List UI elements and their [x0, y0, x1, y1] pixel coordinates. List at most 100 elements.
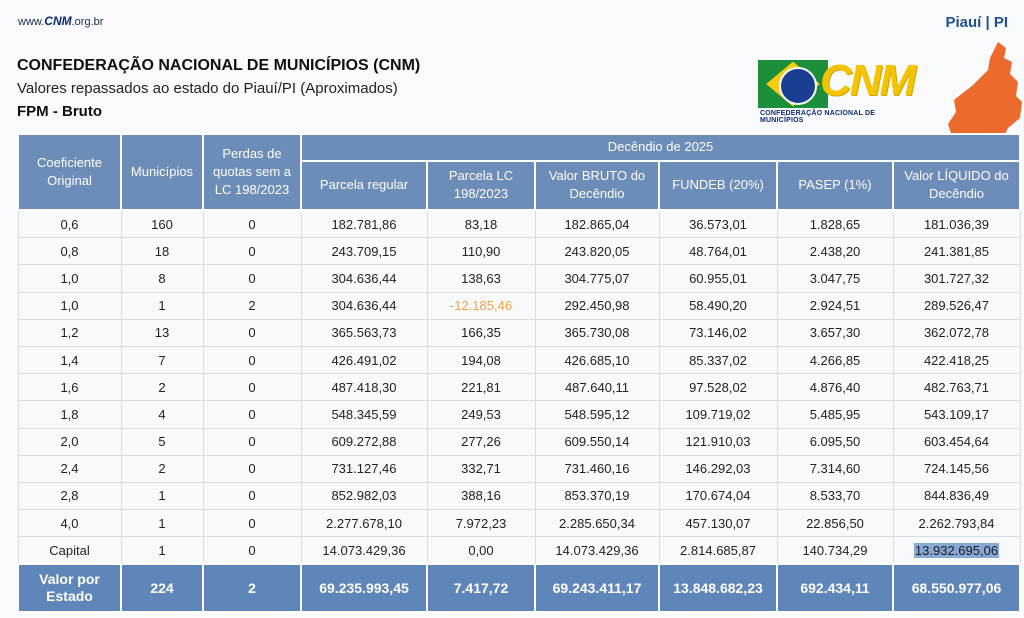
cell-parcela-lc: 277,26 — [426, 427, 536, 456]
cell-parcela-regular: 243.709,15 — [300, 237, 428, 266]
cell-coeficiente: 2,4 — [17, 454, 122, 483]
table-row: 0,8 18 0 243.709,15 110,90 243.820,05 48.764,0… — [17, 237, 1021, 266]
cell-municipios: 1 — [120, 536, 204, 565]
cell-fundeb: 85.337,02 — [658, 345, 778, 375]
cell-coeficiente: 1,2 — [17, 318, 122, 347]
piaui-state-map-icon — [948, 42, 1022, 152]
cell-valor-bruto: 731.460,16 — [534, 454, 660, 483]
cell-perdas: 0 — [202, 209, 302, 239]
cell-fundeb: 97.528,02 — [658, 373, 778, 402]
col-header-pasep: PASEP (1%) — [776, 159, 894, 212]
table-row: 1,4 7 0 426.491,02 194,08 426.685,10 85.337,02… — [17, 345, 1021, 375]
cell-pasep: 1.828,65 — [776, 209, 894, 239]
total-perdas: 2 — [202, 563, 302, 614]
total-parcela-lc: 7.417,72 — [426, 563, 536, 614]
site-url: www.CNM.org.br — [18, 14, 104, 28]
cell-valor-bruto: 14.073.429,36 — [534, 536, 660, 565]
cell-pasep: 5.485,95 — [776, 400, 894, 429]
col-header-valor-bruto: Valor BRUTO do Decêndio — [534, 159, 660, 212]
page-subtitle: Valores repassados ao estado do Piauí/PI… — [17, 80, 398, 97]
cell-coeficiente: 2,8 — [17, 481, 122, 511]
cell-municipios: 4 — [120, 400, 204, 429]
cell-fundeb: 73.146,02 — [658, 318, 778, 347]
cell-parcela-regular: 304.636,44 — [300, 264, 428, 293]
cell-parcela-lc: 83,18 — [426, 209, 536, 239]
cell-valor-liquido: 362.072,78 — [892, 318, 1021, 347]
col-header-parcela-regular: Parcela regular — [300, 159, 428, 212]
cell-valor-liquido: 301.727,32 — [892, 264, 1021, 293]
cell-municipios: 1 — [120, 291, 204, 320]
highlighted-value: 13.932.695,06 — [913, 542, 1000, 558]
cell-valor-liquido: 13.932.695,06 — [892, 536, 1021, 565]
cell-municipios: 2 — [120, 373, 204, 402]
cell-coeficiente: 0,8 — [17, 237, 122, 266]
cell-parcela-regular: 365.563,73 — [300, 318, 428, 347]
state-tag: Piauí | PI — [945, 14, 1008, 31]
cell-valor-liquido: 422.418,25 — [892, 345, 1021, 375]
cell-pasep: 2.438,20 — [776, 237, 894, 266]
cell-perdas: 0 — [202, 264, 302, 293]
cell-perdas: 0 — [202, 427, 302, 456]
col-group-decendio: Decêndio de 2025 — [300, 133, 1021, 162]
cell-parcela-lc: 221,81 — [426, 373, 536, 402]
cell-pasep: 7.314,60 — [776, 454, 894, 483]
table-row: 1,0 1 2 304.636,44 -12.185,46 292.450,98 58.49… — [17, 291, 1021, 320]
cell-coeficiente: 1,4 — [17, 345, 122, 375]
col-header-coeficiente: Coeficiente Original — [17, 133, 122, 211]
cell-fundeb: 457.130,07 — [658, 509, 778, 538]
cell-fundeb: 60.955,01 — [658, 264, 778, 293]
cell-valor-bruto: 304.775,07 — [534, 264, 660, 293]
cell-valor-bruto: 853.370,19 — [534, 481, 660, 511]
cell-parcela-lc: 0,00 — [426, 536, 536, 565]
total-municipios: 224 — [120, 563, 204, 614]
cell-municipios: 8 — [120, 264, 204, 293]
total-valor-liquido: 68.550.977,06 — [892, 563, 1021, 614]
cell-parcela-lc: 332,71 — [426, 454, 536, 483]
cell-valor-bruto: 243.820,05 — [534, 237, 660, 266]
cell-coeficiente: 0,6 — [17, 209, 122, 239]
cell-parcela-lc: 388,16 — [426, 481, 536, 511]
cell-parcela-regular: 14.073.429,36 — [300, 536, 428, 565]
site-brand: CNM — [44, 14, 72, 28]
cell-municipios: 13 — [120, 318, 204, 347]
table-row: 1,6 2 0 487.418,30 221,81 487.640,11 97.528,02… — [17, 373, 1021, 402]
cell-pasep: 22.856,50 — [776, 509, 894, 538]
cell-coeficiente: 1,8 — [17, 400, 122, 429]
cell-valor-liquido: 2.262.793,84 — [892, 509, 1021, 538]
table-row: 1,2 13 0 365.563,73 166,35 365.730,08 73.146,0… — [17, 318, 1021, 347]
cell-parcela-regular: 304.636,44 — [300, 291, 428, 320]
cell-municipios: 160 — [120, 209, 204, 239]
cell-perdas: 0 — [202, 318, 302, 347]
cell-municipios: 1 — [120, 481, 204, 511]
cell-perdas: 0 — [202, 509, 302, 538]
fpm-table: Coeficiente Original Municípios Perdas d… — [17, 133, 1021, 614]
cell-valor-liquido: 724.145,56 — [892, 454, 1021, 483]
logo-caption: CONFEDERAÇÃO NACIONAL DE MUNICÍPIOS — [760, 110, 876, 124]
cell-parcela-lc: 249,53 — [426, 400, 536, 429]
cell-municipios: 7 — [120, 345, 204, 375]
cell-coeficiente: 1,0 — [17, 264, 122, 293]
cell-valor-liquido: 543.109,17 — [892, 400, 1021, 429]
logo-text: CNM — [820, 56, 916, 105]
col-header-parcela-lc: Parcela LC 198/2023 — [426, 159, 536, 212]
cell-parcela-regular: 852.982,03 — [300, 481, 428, 511]
col-header-municipios: Municípios — [120, 133, 204, 211]
table-row: 4,0 1 0 2.277.678,10 7.972,23 2.285.650,34 457… — [17, 509, 1021, 538]
cell-fundeb: 170.674,04 — [658, 481, 778, 511]
cell-parcela-regular: 182.781,86 — [300, 209, 428, 239]
cell-parcela-lc: 194,08 — [426, 345, 536, 375]
total-row: Valor por Estado 224 2 69.235.993,45 7.4… — [17, 563, 1021, 614]
cell-perdas: 2 — [202, 291, 302, 320]
cell-valor-liquido: 241.381,85 — [892, 237, 1021, 266]
cell-valor-liquido: 289.526,47 — [892, 291, 1021, 320]
cell-valor-bruto: 292.450,98 — [534, 291, 660, 320]
col-header-fundeb: FUNDEB (20%) — [658, 159, 778, 212]
cell-parcela-regular: 2.277.678,10 — [300, 509, 428, 538]
cell-fundeb: 48.764,01 — [658, 237, 778, 266]
cell-perdas: 0 — [202, 400, 302, 429]
cell-parcela-lc: -12.185,46 — [426, 291, 536, 320]
cell-pasep: 8.533,70 — [776, 481, 894, 511]
cell-valor-bruto: 365.730,08 — [534, 318, 660, 347]
cell-parcela-regular: 731.127,46 — [300, 454, 428, 483]
cell-municipios: 1 — [120, 509, 204, 538]
